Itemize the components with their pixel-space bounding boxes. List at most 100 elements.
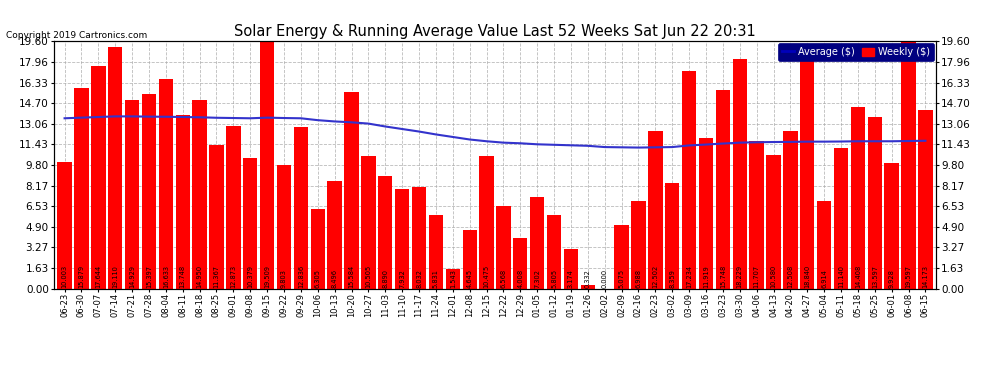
Text: 10.505: 10.505 (365, 264, 371, 288)
Text: 13.748: 13.748 (180, 265, 186, 288)
Bar (446, 269, 460, 289)
Text: 0.332: 0.332 (585, 269, 591, 288)
Bar (800, 51, 815, 289)
Bar (311, 209, 325, 289)
Text: 14.408: 14.408 (855, 264, 861, 288)
Bar (91, 66, 106, 289)
Bar (175, 115, 190, 289)
Bar (496, 206, 511, 289)
Bar (378, 177, 392, 289)
Text: 5.805: 5.805 (551, 268, 557, 288)
Text: 15.748: 15.748 (720, 264, 726, 288)
Text: 14.950: 14.950 (197, 265, 203, 288)
Text: 17.234: 17.234 (686, 265, 692, 288)
Title: Solar Energy & Running Average Value Last 52 Weeks Sat Jun 22 20:31: Solar Energy & Running Average Value Las… (234, 24, 756, 39)
Text: 17.644: 17.644 (95, 264, 101, 288)
Text: 7.302: 7.302 (535, 269, 541, 288)
Text: 4.645: 4.645 (466, 268, 472, 288)
Text: 7.932: 7.932 (399, 269, 405, 288)
Bar (749, 141, 764, 289)
Bar (817, 201, 832, 289)
Text: 11.919: 11.919 (703, 265, 709, 288)
Text: Copyright 2019 Cartronics.com: Copyright 2019 Cartronics.com (6, 32, 148, 40)
Text: 10.379: 10.379 (248, 265, 253, 288)
Bar (244, 158, 257, 289)
Text: 8.359: 8.359 (669, 269, 675, 288)
Bar (850, 107, 865, 289)
Bar (74, 88, 89, 289)
Text: 14.173: 14.173 (923, 265, 929, 288)
Text: 8.032: 8.032 (416, 269, 422, 288)
Text: 6.305: 6.305 (315, 269, 321, 288)
Bar (142, 94, 156, 289)
Bar (429, 215, 444, 289)
Bar (884, 164, 899, 289)
Text: 4.008: 4.008 (518, 268, 524, 288)
Bar (158, 79, 173, 289)
Text: 3.174: 3.174 (568, 269, 574, 288)
Bar (682, 71, 696, 289)
Text: 12.502: 12.502 (652, 264, 658, 288)
Bar (209, 145, 224, 289)
Text: 16.633: 16.633 (162, 265, 169, 288)
Bar (108, 48, 123, 289)
Text: 6.568: 6.568 (500, 268, 507, 288)
Text: 10.003: 10.003 (61, 265, 67, 288)
Text: 8.890: 8.890 (382, 269, 388, 288)
Bar (699, 138, 713, 289)
Bar (716, 90, 730, 289)
Text: 6.988: 6.988 (636, 269, 642, 288)
Text: 10.475: 10.475 (483, 264, 490, 288)
Text: 9.928: 9.928 (889, 269, 895, 288)
Bar (361, 156, 375, 289)
Bar (919, 110, 933, 289)
Text: 15.879: 15.879 (78, 265, 84, 288)
Text: 9.803: 9.803 (281, 269, 287, 288)
Text: 13.597: 13.597 (872, 265, 878, 288)
Bar (783, 131, 798, 289)
Bar (192, 100, 207, 289)
Text: 10.580: 10.580 (770, 264, 776, 288)
Bar (665, 183, 679, 289)
Text: 12.873: 12.873 (231, 265, 237, 288)
Text: 5.831: 5.831 (433, 269, 439, 288)
Text: 5.075: 5.075 (619, 268, 625, 288)
Text: 11.140: 11.140 (838, 265, 844, 288)
Text: 19.509: 19.509 (264, 265, 270, 288)
Bar (479, 156, 494, 289)
Bar (834, 148, 848, 289)
Text: 0.000: 0.000 (602, 268, 608, 288)
Text: 1.543: 1.543 (449, 269, 455, 288)
Text: 15.397: 15.397 (146, 265, 152, 288)
Text: 14.929: 14.929 (129, 265, 135, 288)
Text: 18.840: 18.840 (804, 264, 810, 288)
Bar (277, 165, 291, 289)
Text: 11.367: 11.367 (214, 265, 220, 288)
Bar (57, 162, 71, 289)
Bar (345, 92, 358, 289)
Text: 8.496: 8.496 (332, 269, 338, 288)
Text: 15.584: 15.584 (348, 264, 354, 288)
Text: 11.707: 11.707 (753, 265, 759, 288)
Text: 6.914: 6.914 (821, 269, 828, 288)
Bar (412, 188, 427, 289)
Bar (226, 126, 241, 289)
Bar (867, 117, 882, 289)
Bar (294, 127, 308, 289)
Bar (328, 182, 342, 289)
Bar (260, 42, 274, 289)
Bar (901, 41, 916, 289)
Text: 18.229: 18.229 (737, 265, 742, 288)
Bar (648, 131, 662, 289)
Bar (615, 225, 629, 289)
Bar (395, 189, 409, 289)
Text: 12.508: 12.508 (787, 264, 793, 288)
Bar (546, 216, 561, 289)
Bar (513, 238, 528, 289)
Bar (563, 249, 578, 289)
Bar (462, 230, 477, 289)
Text: 19.597: 19.597 (906, 265, 912, 288)
Bar (766, 155, 781, 289)
Bar (125, 100, 140, 289)
Bar (581, 285, 595, 289)
